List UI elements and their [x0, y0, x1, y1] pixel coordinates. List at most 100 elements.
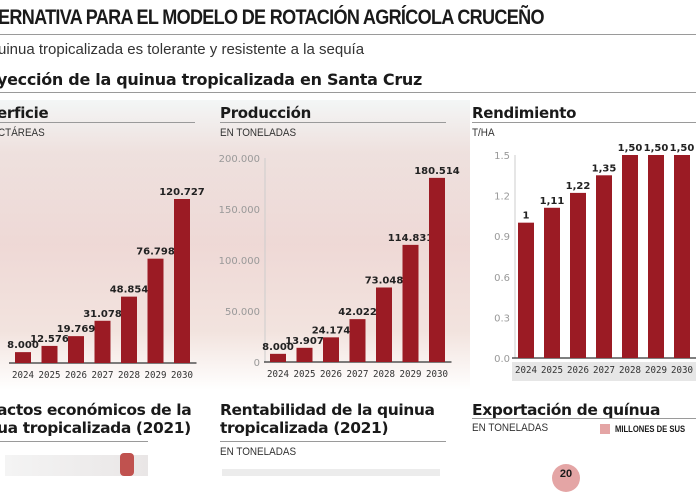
legend-label: MILLONES DE SUS: [615, 424, 686, 434]
rentabilidad-title-line1: Rentabilidad de la quinua: [220, 401, 435, 419]
bar: [121, 296, 137, 363]
bar: [429, 177, 445, 362]
impactos-title: actos económicos de la ua tropicalizada …: [0, 401, 192, 437]
rentabilidad-title-line2: tropicalizada (2021): [220, 419, 389, 437]
quinoa-plant-image: [120, 453, 134, 476]
subtitle: uinua tropicalizada es tolerante y resis…: [0, 41, 365, 58]
exportacion-unit: EN TONELADAS: [472, 422, 549, 434]
x-tick-label: 2028: [118, 370, 140, 381]
bar: [296, 347, 313, 362]
rentabilidad-title: Rentabilidad de la quinua tropicalizada …: [220, 401, 435, 437]
bar: [544, 207, 560, 358]
x-tick-label: 2028: [373, 369, 395, 380]
value-label: 12.576: [30, 334, 69, 345]
chart-unit-superficie: CTÁREAS: [0, 127, 45, 139]
x-tick-label: 2027: [347, 369, 369, 380]
y-tick-label: 0.9: [494, 232, 510, 243]
value-label: 1,35: [592, 163, 617, 174]
impactos-title-line1: actos económicos de la: [0, 401, 192, 419]
chart-title-superficie: erficie: [0, 104, 49, 122]
bar: [323, 337, 339, 362]
value-label: 42.022: [338, 307, 377, 318]
chart-unit-rendimiento: T/HA: [472, 127, 495, 139]
divider: [0, 122, 195, 123]
export-bubble: 20: [552, 464, 580, 492]
charts-canvas: 8.000 2024 12.576 2025 19.769 2026 31.078 2027 4…: [7, 143, 696, 381]
y-tick-label: 200.000: [219, 154, 260, 165]
divider: [220, 441, 446, 442]
value-label: 19.769: [57, 324, 96, 335]
divider: [0, 441, 148, 442]
x-tick-label: 2030: [171, 370, 193, 381]
value-label: 48.854: [110, 285, 149, 296]
value-label: 1,50: [618, 143, 643, 154]
y-tick-label: 0.3: [494, 313, 510, 324]
y-tick-label: 0.6: [494, 273, 510, 284]
value-label: 8.000: [7, 340, 39, 351]
value-label: 13.907: [285, 336, 324, 347]
rentabilidad-unit: EN TONELADAS: [220, 446, 297, 458]
x-tick-label: 2030: [671, 365, 693, 376]
chart-title-produccion: Producción: [220, 104, 312, 122]
bar: [648, 155, 664, 358]
divider: [472, 122, 696, 123]
value-label: 73.048: [365, 275, 404, 286]
section-title: yección de la quinua tropicalizada en Sa…: [0, 70, 423, 89]
y-tick-label: 1.5: [494, 151, 510, 162]
x-tick-label: 2026: [65, 370, 87, 381]
x-tick-label: 2027: [593, 365, 615, 376]
exportacion-title: Exportación de quínua: [472, 401, 660, 419]
value-label: 24.174: [312, 325, 351, 336]
bar: [570, 192, 586, 358]
y-tick-label: 0.0: [494, 354, 510, 365]
bar: [349, 319, 366, 362]
x-tick-label: 2024: [267, 369, 289, 380]
page-title: ERNATIVA PARA EL MODELO DE ROTACIÓN AGRÍ…: [0, 6, 545, 29]
rentabilidad-table: [222, 469, 440, 476]
bar: [94, 320, 111, 363]
bar: [68, 336, 84, 363]
y-tick-label: 150.000: [219, 205, 260, 216]
bar: [147, 258, 164, 363]
impactos-title-line2: ua tropicalizada (2021): [0, 419, 191, 437]
value-label: 114.831: [388, 233, 434, 244]
value-label: 1,11: [540, 196, 565, 207]
chart-unit-produccion: EN TONELADAS: [220, 127, 297, 139]
x-tick-label: 2025: [541, 365, 563, 376]
value-label: 1,50: [670, 143, 695, 154]
x-tick-label: 2029: [645, 365, 667, 376]
value-label: 31.078: [83, 309, 122, 320]
x-tick-label: 2026: [567, 365, 589, 376]
bar: [376, 287, 392, 362]
value-label: 76.798: [136, 247, 175, 258]
impactos-image: [5, 455, 148, 476]
divider: [220, 122, 446, 123]
y-tick-label: 0: [254, 358, 260, 369]
divider: [472, 418, 696, 419]
legend-swatch: [600, 424, 610, 434]
x-tick-label: 2029: [400, 369, 422, 380]
bar: [174, 199, 190, 363]
bar: [41, 345, 58, 363]
bar: [270, 353, 286, 362]
chart-title-rendimiento: Rendimiento: [472, 104, 577, 122]
bar: [674, 155, 690, 358]
bar: [15, 352, 31, 363]
x-tick-label: 2028: [619, 365, 641, 376]
x-tick-label: 2024: [515, 365, 537, 376]
bar: [402, 244, 419, 362]
value-label: 1: [523, 211, 530, 222]
x-axis-band: [512, 362, 696, 381]
x-tick-label: 2029: [145, 370, 167, 381]
x-tick-label: 2024: [12, 370, 34, 381]
x-tick-label: 2030: [426, 369, 448, 380]
exportacion-legend: MILLONES DE SUS: [600, 424, 696, 434]
x-tick-label: 2027: [92, 370, 114, 381]
x-tick-label: 2025: [294, 369, 316, 380]
value-label: 8.000: [262, 342, 294, 353]
bar: [518, 222, 534, 358]
value-label: 180.514: [414, 166, 460, 177]
bar: [596, 175, 612, 358]
divider: [0, 34, 696, 35]
divider: [0, 92, 696, 93]
